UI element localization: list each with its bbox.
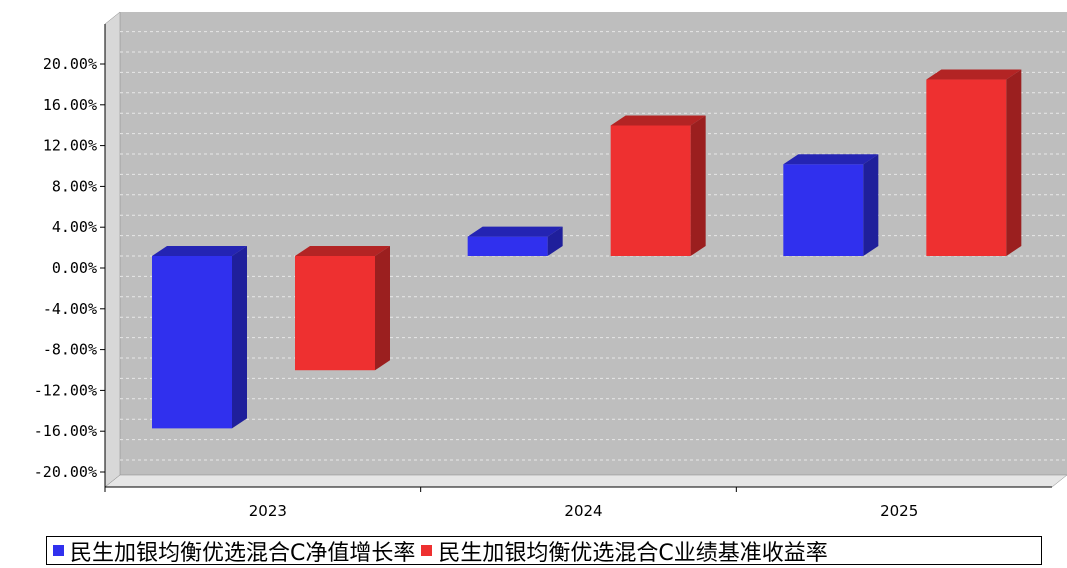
legend-swatch-red — [421, 545, 433, 556]
bar — [926, 69, 1022, 256]
bar-front — [610, 125, 691, 256]
bar-front — [152, 256, 232, 429]
legend-label: 民生加银均衡优选混合C业绩基准收益率 — [438, 540, 828, 565]
bar-front — [467, 236, 548, 256]
bar-top — [467, 226, 563, 237]
bar-chart: 20.00% 16.00% 12.00% 8.00% 4.00% 0.00% -4.00% -… — [34, 11, 1067, 520]
legend-label: 民生加银均衡优选混合C净值增长率 — [70, 540, 416, 565]
bar — [610, 115, 706, 256]
bar-side — [547, 226, 563, 256]
bar-side — [690, 115, 706, 256]
y-axis: 20.00% 16.00% 12.00% 8.00% 4.00% 0.00% -4.00% -… — [34, 24, 106, 487]
y-tick-label: -16.00% — [34, 422, 97, 440]
plot-background — [104, 11, 1067, 488]
bar-top — [152, 246, 247, 256]
y-tick-label: 0.00% — [52, 259, 97, 277]
x-tick-label: 2023 — [249, 502, 287, 520]
bar-front — [783, 164, 864, 256]
plot-left-wall — [104, 11, 121, 488]
bars — [152, 69, 1022, 429]
bar-top — [610, 115, 706, 126]
y-tick-label: 12.00% — [43, 137, 97, 155]
y-tick-label: 16.00% — [43, 96, 97, 114]
y-tick-label: -4.00% — [43, 300, 97, 318]
y-tick-label: 20.00% — [43, 55, 97, 73]
y-tick-label: 4.00% — [52, 218, 97, 236]
x-axis: 2023 2024 2025 — [104, 486, 1052, 520]
bar — [467, 226, 563, 256]
bar-top — [783, 154, 879, 165]
bar — [295, 246, 390, 371]
bar-side — [1006, 69, 1022, 256]
bar-front — [295, 256, 375, 371]
legend-item-benchmark: 民生加银均衡优选混合C业绩基准收益率 — [421, 537, 828, 565]
x-tick-label: 2025 — [880, 502, 918, 520]
bar-side — [232, 246, 247, 429]
y-tick-label: 8.00% — [52, 177, 97, 195]
y-tick-label: -20.00% — [34, 463, 97, 481]
legend: 民生加银均衡优选混合C净值增长率 民生加银均衡优选混合C业绩基准收益率 — [46, 536, 1042, 565]
plot-floor — [104, 474, 1067, 488]
x-tick-label: 2024 — [564, 502, 602, 520]
y-tick-label: -8.00% — [43, 341, 97, 359]
y-tick-label: -12.00% — [34, 381, 97, 399]
bar-top — [295, 246, 390, 256]
plot-back-wall — [120, 12, 1067, 475]
bar-front — [926, 79, 1007, 256]
legend-swatch-blue — [53, 545, 64, 556]
bar — [783, 154, 879, 256]
bar-top — [926, 69, 1022, 80]
bar — [152, 246, 247, 429]
legend-item-nav-growth: 民生加银均衡优选混合C净值增长率 — [53, 537, 416, 565]
bar-side — [375, 246, 390, 371]
grid-lines — [120, 31, 1067, 461]
bar-side — [863, 154, 879, 256]
